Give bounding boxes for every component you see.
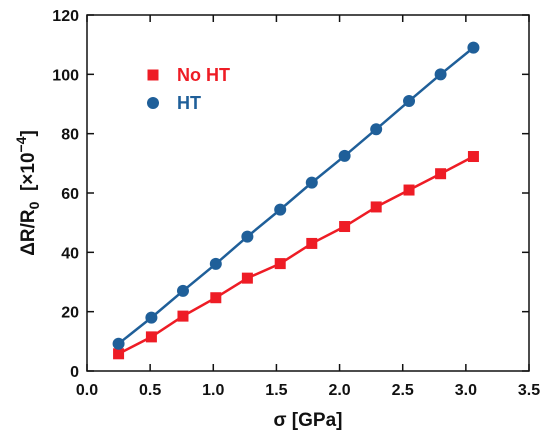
data-point-ht [467,41,480,54]
series-no-ht [113,151,479,360]
data-point-no-ht [177,310,189,322]
data-point-no-ht [113,348,125,360]
data-point-ht [274,203,287,216]
axis-ticks: 0.0 0.5 1.0 1.5 2.0 2.5 3.0 3.5 0 20 40 60 80 100 120 [52,8,540,399]
y-axis-title-prefix: ΔR/R [18,209,39,256]
x-tick-label: 1.5 [265,382,287,399]
data-point-ht [338,149,351,162]
legend: No HT HT [147,65,230,113]
legend-label-no-ht: No HT [177,65,230,85]
data-point-no-ht [403,184,415,196]
y-axis-title-close: ] [18,130,39,136]
data-point-ht [209,257,222,270]
x-tick-label: 2.5 [392,382,414,399]
x-tick-label: 1.0 [202,382,224,399]
y-axis-title-subscript: 0 [26,201,42,209]
y-axis-title-unit: [×10 [18,152,39,201]
x-tick-label: 0.0 [76,382,98,399]
x-tick-label: 3.0 [455,382,477,399]
y-tick-label: 100 [52,67,79,84]
data-point-ht [112,337,125,350]
y-tick-label: 120 [52,8,79,25]
legend-marker-ht [147,97,159,109]
data-point-ht [241,230,254,243]
data-point-no-ht [274,258,286,270]
y-tick-label: 80 [61,127,79,144]
data-point-no-ht [306,237,318,249]
data-point-no-ht [467,151,479,163]
data-point-ht [370,123,383,136]
data-point-ht [403,95,416,108]
x-axis-title: σ [GPa] [274,410,343,431]
data-point-no-ht [435,168,447,180]
data-point-no-ht [145,331,157,343]
y-axis-title: ΔR/R0 [×10−4] [13,130,42,256]
y-tick-label: 60 [61,186,79,203]
data-point-ht [434,68,447,81]
legend-item-ht: HT [147,93,201,113]
data-point-no-ht [339,221,351,233]
x-tick-label: 3.5 [518,382,540,399]
x-tick-label: 0.5 [139,382,161,399]
data-point-ht [305,176,318,189]
x-tick-label: 2.0 [328,382,350,399]
data-point-ht [145,311,158,324]
data-point-no-ht [210,292,222,304]
data-point-no-ht [370,201,382,213]
legend-item-no-ht: No HT [147,65,230,85]
series-ht [112,41,480,350]
series-line-no-ht [117,155,475,355]
data-point-ht [176,284,189,297]
y-axis-title-exponent: −4 [13,136,29,152]
series-line-ht [117,46,475,345]
legend-marker-no-ht [147,69,159,81]
series-layer [112,41,480,360]
y-tick-label: 20 [61,305,79,322]
legend-label-ht: HT [177,93,201,113]
y-tick-label: 0 [70,364,79,381]
y-tick-label: 40 [61,245,79,262]
data-point-no-ht [241,272,253,284]
